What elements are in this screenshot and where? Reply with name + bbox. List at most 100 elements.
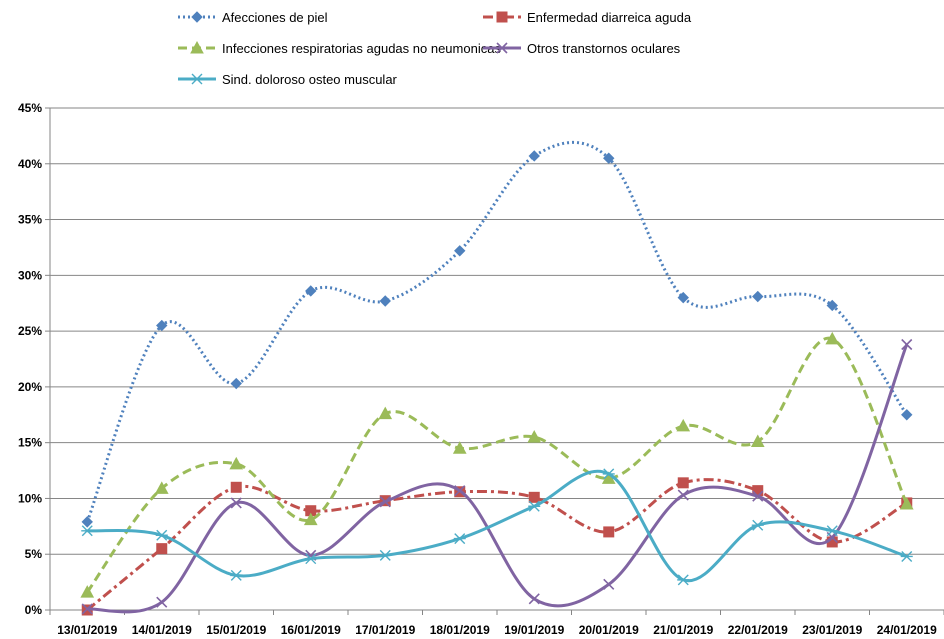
data-point [899, 496, 914, 510]
legend-entry: Enfermedad diarreica aguda [483, 10, 692, 25]
data-point [230, 569, 243, 581]
legend-label: Sind. doloroso osteo muscular [222, 72, 398, 87]
data-point [677, 489, 689, 501]
y-tick-label: 45% [18, 101, 42, 115]
data-point [528, 500, 541, 512]
data-point [603, 152, 615, 164]
data-point [752, 290, 764, 303]
y-tick-label: 10% [18, 491, 42, 505]
data-point [603, 578, 615, 590]
legend-marker [191, 73, 203, 85]
legend-label: Infecciones respiratorias agudas no neum… [222, 41, 501, 56]
data-point [80, 585, 95, 598]
data-point [528, 150, 540, 162]
data-point [826, 299, 838, 312]
legend-entry: Sind. doloroso osteo muscular [178, 72, 398, 87]
data-point [603, 526, 615, 538]
data-point [156, 596, 168, 608]
data-point [750, 434, 765, 448]
gridlines [50, 107, 944, 555]
data-point [528, 491, 540, 503]
y-tick-label: 30% [18, 268, 42, 282]
y-tick-label: 0% [25, 603, 43, 617]
legend-label: Otros transtornos oculares [527, 41, 681, 56]
series-line [86, 478, 908, 612]
data-point [900, 550, 913, 562]
legend-marker [496, 11, 508, 23]
legend-marker [191, 11, 203, 23]
data-point [230, 377, 242, 390]
data-point [378, 406, 393, 420]
x-tick-label: 21/01/2019 [653, 623, 713, 637]
data-point [602, 468, 615, 480]
data-point [379, 549, 392, 561]
x-tick-label: 23/01/2019 [802, 623, 862, 637]
data-point [229, 456, 244, 470]
data-point [305, 285, 317, 297]
data-point [452, 441, 467, 454]
x-tick-label: 13/01/2019 [57, 623, 117, 637]
data-point [527, 430, 542, 443]
data-point [453, 533, 466, 545]
legend-entry: Otros transtornos oculares [483, 41, 681, 56]
legend-label: Enfermedad diarreica aguda [527, 10, 692, 25]
data-point [303, 512, 318, 526]
series-5 [81, 468, 913, 586]
y-tick-label: 25% [18, 324, 42, 338]
x-tick-label: 22/01/2019 [728, 623, 788, 637]
data-point [379, 496, 391, 508]
y-tick-label: 20% [18, 380, 42, 394]
y-tick-label: 5% [25, 547, 43, 561]
x-tick-label: 19/01/2019 [504, 623, 564, 637]
series-line [87, 343, 909, 614]
data-point [155, 529, 168, 541]
series-3 [80, 331, 914, 598]
x-tick-label: 18/01/2019 [430, 623, 490, 637]
series-line [86, 336, 909, 594]
legend-entry: Infecciones respiratorias agudas no neum… [178, 40, 501, 56]
series-1 [81, 140, 913, 528]
data-point [677, 477, 689, 489]
legend: Afecciones de piel Enfermedad diarreica a… [178, 10, 692, 87]
data-point [826, 525, 839, 537]
legend-entry: Afecciones de piel [178, 10, 328, 25]
data-point [677, 291, 689, 304]
x-tick-label: 16/01/2019 [281, 623, 341, 637]
data-point [901, 338, 913, 351]
data-point [81, 516, 93, 528]
data-point [751, 519, 764, 531]
y-axis-ticks: 0% 5% 10% 15% 20% 25% 30% 35% 40% 45% [18, 101, 42, 617]
data-point [304, 553, 317, 565]
x-axis-ticks: 13/01/2019 14/01/2019 15/01/2019 16/01/2019… [57, 623, 937, 637]
y-tick-label: 35% [18, 213, 42, 227]
series-line [85, 140, 908, 523]
data-point [156, 543, 168, 555]
axes [45, 107, 944, 615]
data-point [230, 497, 242, 509]
x-tick-label: 17/01/2019 [355, 623, 415, 637]
data-point [901, 409, 913, 421]
data-point [379, 295, 391, 307]
legend-marker [190, 40, 204, 54]
data-point [230, 481, 242, 493]
data-point [156, 319, 168, 332]
data-point [825, 331, 840, 345]
x-tick-label: 24/01/2019 [877, 623, 937, 637]
series-group [80, 140, 914, 616]
series-4 [81, 338, 913, 615]
series-line [87, 470, 908, 583]
y-tick-label: 40% [18, 157, 42, 171]
y-tick-label: 15% [18, 436, 42, 450]
data-point [454, 245, 466, 257]
data-point [154, 481, 169, 494]
data-point [81, 525, 94, 537]
data-point [677, 574, 690, 586]
data-point [528, 593, 540, 605]
x-tick-label: 20/01/2019 [579, 623, 639, 637]
legend-label: Afecciones de piel [222, 10, 328, 25]
data-point [81, 603, 93, 615]
x-tick-label: 14/01/2019 [132, 623, 192, 637]
legend-marker [496, 42, 508, 54]
data-point [676, 418, 691, 432]
